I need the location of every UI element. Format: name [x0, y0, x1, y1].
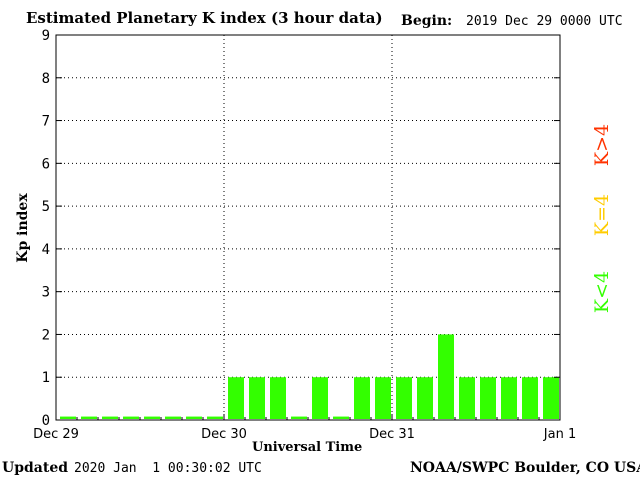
- kp-bar: [102, 416, 118, 419]
- x-tick-label: Dec 29: [33, 427, 79, 442]
- bars-group: [60, 334, 559, 419]
- x-tick-label: Dec 30: [201, 427, 247, 442]
- kp-bar: [228, 377, 244, 419]
- x-tick-label: Jan 1: [543, 427, 576, 442]
- begin-value: 2019 Dec 29 0000 UTC: [466, 14, 623, 29]
- kp-bar: [123, 416, 139, 419]
- x-axis-label: Universal Time: [252, 440, 363, 455]
- y-tick-label: 7: [42, 114, 50, 130]
- legend-item: K>4: [591, 124, 613, 166]
- y-tick-label: 4: [42, 242, 50, 258]
- kp-bar: [354, 377, 370, 419]
- plot-frame: [55, 34, 561, 421]
- x-tick-label: Dec 31: [369, 427, 415, 442]
- updated-timestamp: 2020 Jan 1 00:30:02 UTC: [74, 461, 262, 476]
- y-tick-label: 3: [42, 285, 50, 301]
- kp-bar: [270, 377, 286, 419]
- kp-bar: [249, 377, 265, 419]
- legend-item: K<4: [591, 271, 613, 313]
- kp-bar: [375, 377, 391, 419]
- kp-bar: [333, 416, 349, 419]
- y-tick-label: 5: [42, 199, 50, 215]
- y-tick-label: 8: [42, 71, 50, 87]
- kp-bar: [501, 377, 517, 419]
- y-tick-label: 0: [42, 413, 50, 429]
- kp-bar: [522, 377, 538, 419]
- kp-bar: [459, 377, 475, 419]
- begin-label: Begin:: [401, 13, 453, 29]
- kp-bar: [60, 416, 76, 419]
- kp-bar: [543, 377, 559, 419]
- credit-label: NOAA/SWPC Boulder, CO USA: [410, 460, 640, 476]
- kp-bar: [312, 377, 328, 419]
- kp-bar: [396, 377, 412, 419]
- y-tick-label: 9: [42, 28, 50, 44]
- y-tick-label: 1: [42, 370, 50, 386]
- kp-bar: [438, 334, 454, 419]
- kp-bar: [81, 416, 97, 419]
- updated-label: Updated: [2, 460, 69, 476]
- kp-bar: [480, 377, 496, 419]
- k-legend: K>4 K=4 K<4: [591, 124, 613, 313]
- y-tick-label: 2: [42, 327, 50, 343]
- kp-bar: [291, 416, 307, 419]
- chart-title: Estimated Planetary K index (3 hour data…: [26, 9, 383, 27]
- kp-bar: [144, 416, 160, 419]
- y-axis-label: Kp index: [15, 193, 31, 263]
- kp-bar: [417, 377, 433, 419]
- kp-bar: [186, 416, 202, 419]
- legend-item: K=4: [591, 194, 613, 236]
- x-ticks: Dec 29 Dec 30 Dec 31 Jan 1: [33, 414, 576, 442]
- y-tick-label: 6: [42, 156, 50, 172]
- grid-lines: [56, 35, 560, 420]
- kp-bar: [165, 416, 181, 419]
- kp-bar: [207, 416, 223, 419]
- y-ticks: 0 1 2 3 4 5 6 7 8 9: [42, 28, 560, 429]
